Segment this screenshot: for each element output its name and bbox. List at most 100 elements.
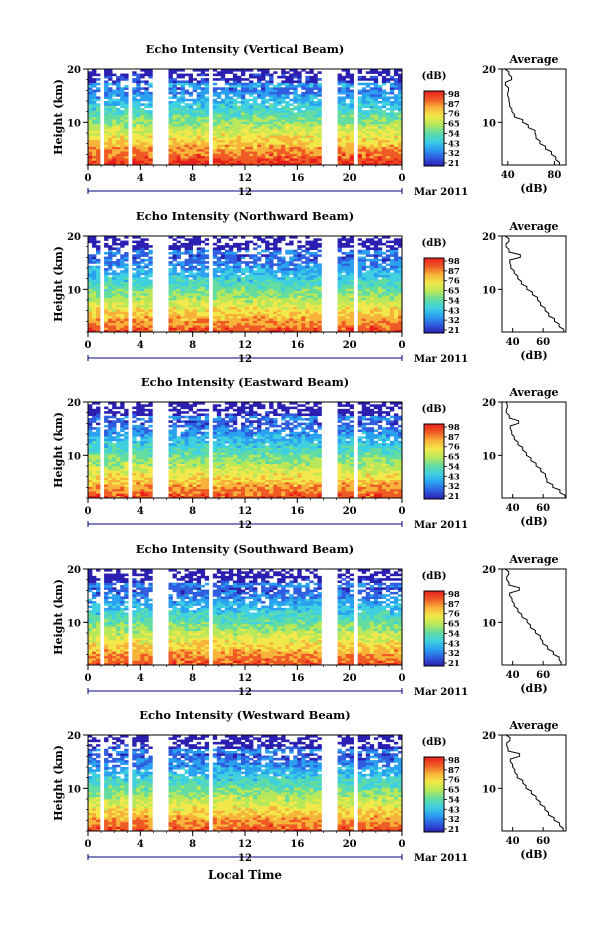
heatmap-cell <box>124 295 129 299</box>
heatmap-cell <box>281 89 286 93</box>
heatmap-cell <box>120 290 125 294</box>
heatmap-cell <box>253 302 258 305</box>
heatmap-cell <box>345 114 350 118</box>
heatmap-cell <box>204 91 210 95</box>
heatmap-cell <box>108 284 113 287</box>
heatmap-cell <box>140 128 145 132</box>
heatmap-cell <box>88 313 93 317</box>
heatmap-cell <box>345 290 350 294</box>
heatmap-cell <box>393 238 399 241</box>
heatmap-cell <box>277 247 282 251</box>
heatmap-cell <box>188 142 193 145</box>
heatmap-cell <box>220 103 226 106</box>
heatmap-cell <box>192 265 197 269</box>
heatmap-cell <box>108 300 113 303</box>
heatmap-cell <box>385 281 391 285</box>
heatmap-cell <box>377 151 383 154</box>
heatmap-cell <box>341 107 346 111</box>
heatmap-cell <box>116 311 121 315</box>
heatmap-cell <box>293 162 298 166</box>
heatmap-cell <box>305 153 310 157</box>
heatmap-cell <box>265 268 270 271</box>
heatmap-cell <box>313 101 318 104</box>
heatmap-cell <box>261 254 266 257</box>
heatmap-cell <box>180 155 185 159</box>
heatmap-cell <box>337 290 342 294</box>
heatmap-cell <box>257 309 262 312</box>
heatmap-cell <box>273 327 278 331</box>
heatmap-cell <box>365 96 371 100</box>
heatmap-cell <box>140 293 145 296</box>
heatmap-cell <box>249 162 254 166</box>
heatmap-cell <box>313 279 318 283</box>
heatmap-cell <box>240 270 246 273</box>
heatmap-cell <box>281 268 286 271</box>
heatmap-cell <box>92 284 97 287</box>
heatmap-cell <box>176 126 181 129</box>
heatmap-cell <box>196 288 202 292</box>
heatmap-cell <box>297 256 302 260</box>
heatmap-cell <box>373 146 379 150</box>
heatmap-cell <box>305 252 310 255</box>
heatmap-cell <box>313 121 318 125</box>
heatmap-cell <box>289 85 294 88</box>
heatmap-cell <box>232 149 238 152</box>
heatmap-cell <box>176 103 181 106</box>
heatmap-cell <box>377 304 383 308</box>
heatmap-cell <box>172 270 177 273</box>
heatmap-cell <box>373 268 379 271</box>
heatmap-cell <box>249 80 254 84</box>
heatmap-cell <box>188 80 193 84</box>
heatmap-cell <box>365 162 371 166</box>
heatmap-cell <box>188 238 193 241</box>
heatmap-cell <box>273 242 278 246</box>
heatmap-cell <box>305 286 310 289</box>
heatmap-cell <box>265 300 270 303</box>
heatmap-cell <box>381 272 387 276</box>
heatmap-cell <box>285 306 290 310</box>
heatmap-cell <box>373 158 379 161</box>
heatmap-cell <box>180 133 185 136</box>
heatmap-cell <box>289 139 294 143</box>
heatmap-cell <box>212 126 218 129</box>
heatmap-cell <box>305 272 310 276</box>
heatmap-cell <box>377 94 383 97</box>
heatmap-cell <box>224 277 230 280</box>
heatmap-cell <box>180 316 185 319</box>
heatmap-cell <box>124 300 129 303</box>
heatmap-cell <box>188 240 193 244</box>
heatmap-cell <box>361 126 367 129</box>
heatmap-cell <box>265 254 270 257</box>
heatmap-cell <box>204 126 210 129</box>
heatmap-cell <box>349 110 354 113</box>
heatmap-cell <box>361 277 367 280</box>
heatmap-cell <box>385 327 391 331</box>
heatmap-cell <box>385 286 391 289</box>
heatmap-cell <box>361 320 367 324</box>
heatmap-cell <box>180 110 185 113</box>
heatmap-cell <box>357 258 363 262</box>
heatmap-cell <box>381 119 387 122</box>
heatmap-cell <box>96 144 101 148</box>
heatmap-cell <box>232 265 238 269</box>
heatmap-cell <box>285 101 290 104</box>
heatmap-cell <box>92 139 97 143</box>
heatmap-cell <box>176 128 181 132</box>
heatmap-cell <box>168 320 173 324</box>
heatmap-cell <box>373 117 379 120</box>
heatmap-cell <box>249 240 254 244</box>
heatmap-cell <box>397 94 403 97</box>
heatmap-cell <box>309 123 314 127</box>
heatmap-cell <box>112 272 117 276</box>
heatmap-cell <box>249 128 254 132</box>
heatmap-cell <box>200 252 206 255</box>
heatmap-cell <box>357 155 363 159</box>
heatmap-cell <box>369 89 375 93</box>
heatmap-cell <box>253 82 258 86</box>
heatmap-cell <box>148 126 153 129</box>
heatmap-cell <box>345 112 350 116</box>
heatmap-cell <box>144 130 149 134</box>
heatmap-cell <box>240 73 246 77</box>
heatmap-cell <box>140 119 145 122</box>
heatmap-cell <box>124 151 129 154</box>
